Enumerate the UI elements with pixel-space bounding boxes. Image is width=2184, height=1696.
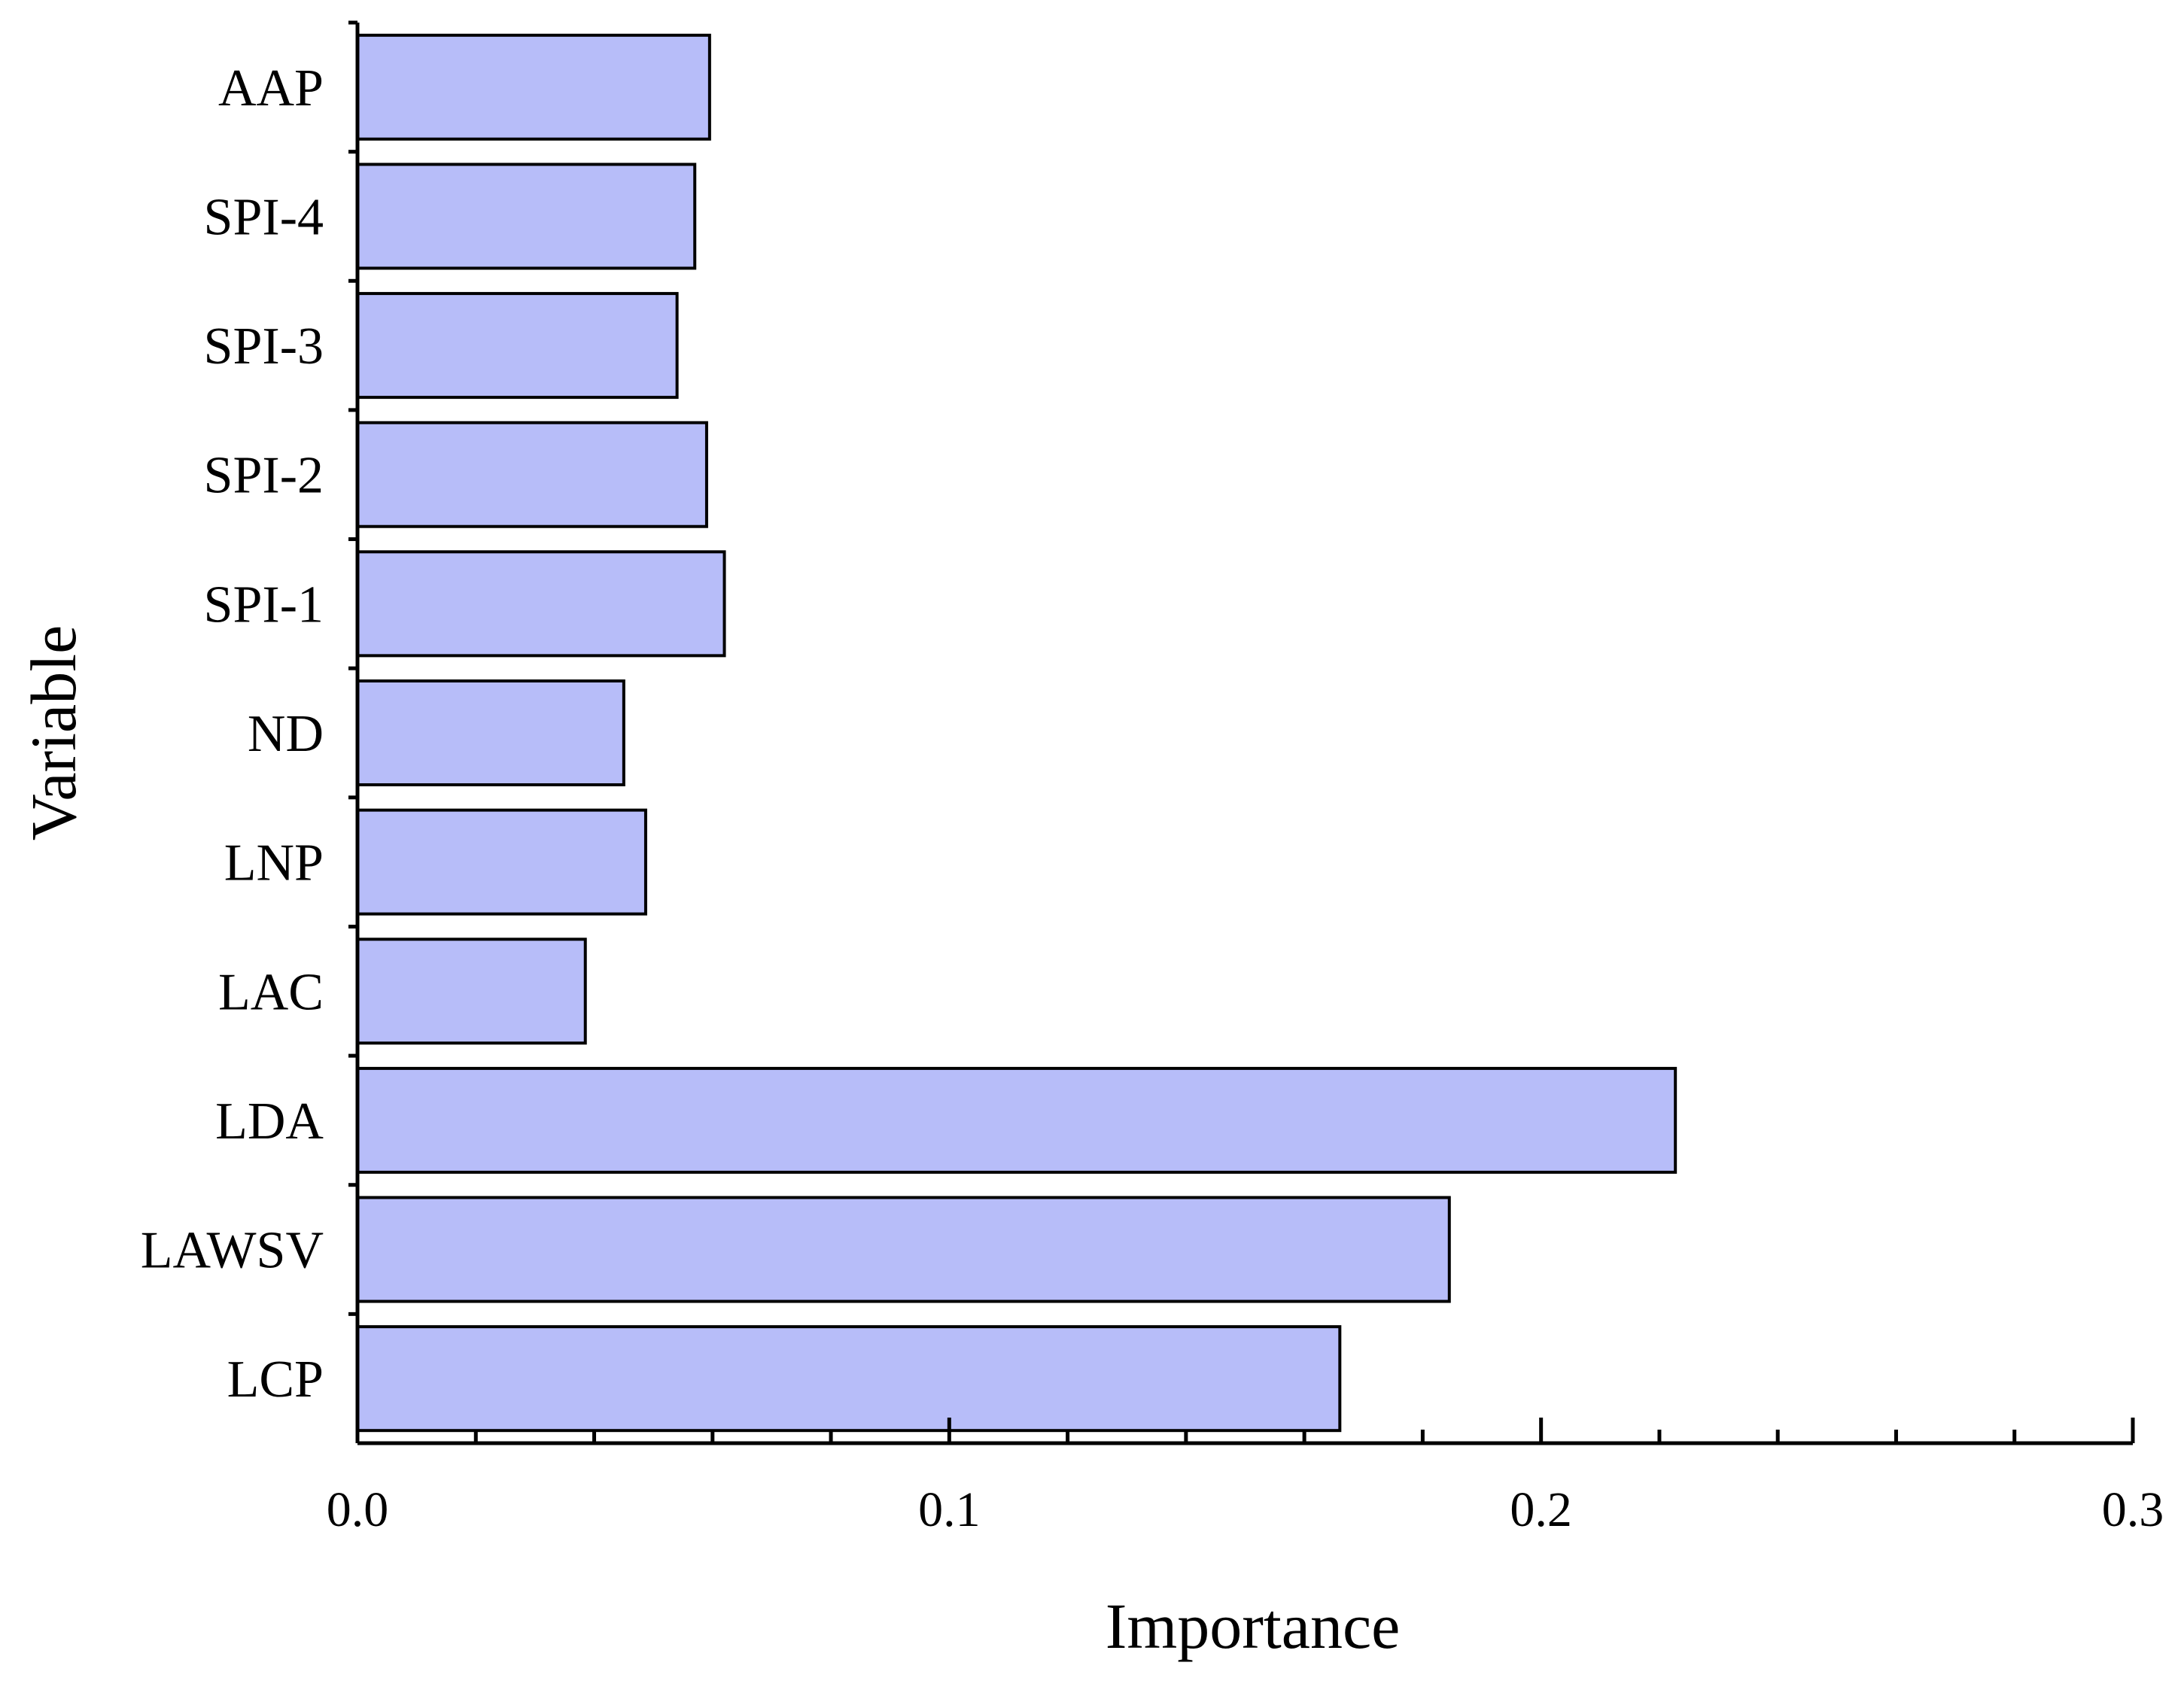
bar-aap	[356, 33, 711, 141]
category-label: ND	[248, 705, 324, 763]
y-axis-title: Variable	[17, 625, 90, 841]
category-label: LCP	[227, 1351, 324, 1409]
x-tick-label: 0.0	[327, 1482, 389, 1537]
bar-spi-4	[356, 163, 697, 270]
x-axis-title: Importance	[1106, 1590, 1401, 1662]
category-label: LDA	[215, 1093, 324, 1150]
bar-lac	[356, 938, 587, 1045]
category-label: LAWSV	[141, 1222, 324, 1280]
category-label: SPI-2	[204, 447, 324, 505]
category-label: AAP	[218, 59, 324, 117]
category-label: SPI-1	[204, 576, 324, 634]
category-label: SPI-4	[204, 188, 324, 246]
bar-lcp	[356, 1325, 1342, 1433]
x-tick-label: 0.2	[1510, 1482, 1572, 1537]
bar-spi-3	[356, 292, 679, 400]
category-label: LAC	[218, 963, 324, 1021]
category-label: LNP	[224, 834, 324, 892]
bar-spi-1	[356, 550, 726, 658]
bar-lda	[356, 1066, 1678, 1174]
x-tick-label: 0.1	[918, 1482, 981, 1537]
x-tick-label: 0.3	[2102, 1482, 2164, 1537]
bar-lnp	[356, 808, 647, 916]
category-label: SPI-3	[204, 318, 324, 375]
x-axis-ticks: 0.0 0.1 0.2 0.3	[327, 1418, 2164, 1537]
bar-lawsv	[356, 1196, 1451, 1303]
bar-spi-2	[356, 421, 708, 528]
bars-group	[356, 33, 1678, 1433]
bar-nd	[356, 679, 625, 786]
category-labels: AAP SPI-4 SPI-3 SPI-2 SPI-1 ND LNP LAC LDA LAWSV L…	[141, 20, 357, 1409]
